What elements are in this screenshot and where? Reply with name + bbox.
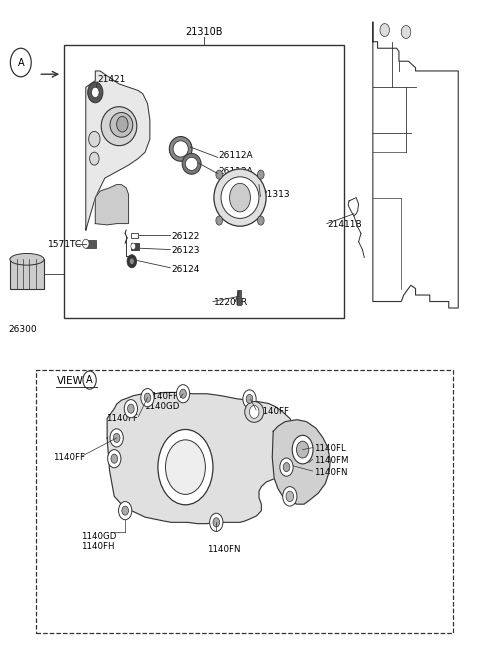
Bar bbox=[237, 290, 241, 305]
Text: 1140FL: 1140FL bbox=[313, 445, 345, 453]
Polygon shape bbox=[96, 185, 129, 225]
Polygon shape bbox=[272, 420, 330, 504]
Text: VIEW: VIEW bbox=[57, 376, 84, 386]
Circle shape bbox=[83, 239, 89, 248]
Bar bbox=[36, 369, 454, 633]
Circle shape bbox=[124, 400, 137, 418]
Circle shape bbox=[166, 440, 205, 495]
Text: 21421: 21421 bbox=[97, 75, 126, 84]
Polygon shape bbox=[86, 71, 150, 230]
Text: 1140FH: 1140FH bbox=[146, 392, 179, 402]
Text: 26123: 26123 bbox=[171, 246, 200, 255]
Text: 1140FF: 1140FF bbox=[257, 407, 289, 417]
Circle shape bbox=[283, 487, 297, 506]
Circle shape bbox=[110, 429, 123, 447]
Circle shape bbox=[246, 394, 253, 403]
Circle shape bbox=[128, 404, 134, 413]
Circle shape bbox=[108, 449, 121, 468]
Circle shape bbox=[144, 393, 151, 402]
Bar bbox=[131, 243, 139, 250]
Ellipse shape bbox=[173, 141, 188, 157]
Ellipse shape bbox=[169, 136, 192, 161]
Circle shape bbox=[280, 458, 293, 476]
Circle shape bbox=[257, 216, 264, 225]
Circle shape bbox=[111, 454, 118, 463]
Circle shape bbox=[283, 462, 290, 472]
Text: 1140FN: 1140FN bbox=[313, 468, 347, 477]
Text: 26124: 26124 bbox=[171, 265, 200, 274]
Ellipse shape bbox=[245, 402, 264, 422]
Text: 1140FN: 1140FN bbox=[207, 545, 240, 554]
Circle shape bbox=[122, 506, 129, 515]
Bar bbox=[64, 45, 344, 318]
Circle shape bbox=[158, 430, 213, 505]
Circle shape bbox=[401, 26, 411, 39]
Text: 21313: 21313 bbox=[261, 190, 290, 199]
Circle shape bbox=[229, 183, 251, 212]
Circle shape bbox=[180, 389, 186, 398]
Circle shape bbox=[257, 170, 264, 179]
Ellipse shape bbox=[221, 177, 259, 218]
Text: 1140FF: 1140FF bbox=[53, 453, 84, 462]
Bar bbox=[86, 240, 96, 248]
Text: 26112A: 26112A bbox=[219, 151, 253, 160]
Circle shape bbox=[117, 117, 128, 132]
Circle shape bbox=[90, 152, 99, 165]
Bar bbox=[131, 233, 138, 238]
Ellipse shape bbox=[182, 153, 201, 174]
Circle shape bbox=[216, 216, 223, 225]
Circle shape bbox=[131, 243, 136, 250]
Polygon shape bbox=[107, 392, 301, 523]
Circle shape bbox=[210, 514, 223, 531]
Ellipse shape bbox=[10, 253, 44, 265]
Ellipse shape bbox=[214, 169, 266, 226]
Text: 1140GD: 1140GD bbox=[81, 532, 117, 541]
Circle shape bbox=[113, 434, 120, 442]
Circle shape bbox=[119, 502, 132, 519]
Text: 26122: 26122 bbox=[171, 232, 200, 241]
Circle shape bbox=[130, 258, 134, 265]
Text: 26113A: 26113A bbox=[219, 167, 253, 176]
Circle shape bbox=[127, 255, 137, 268]
Circle shape bbox=[292, 436, 313, 464]
Circle shape bbox=[213, 518, 219, 527]
Circle shape bbox=[92, 87, 99, 98]
Circle shape bbox=[243, 390, 256, 408]
Text: A: A bbox=[17, 58, 24, 67]
Text: 1220FR: 1220FR bbox=[214, 298, 248, 307]
Circle shape bbox=[380, 24, 389, 37]
Text: 26300: 26300 bbox=[8, 325, 37, 334]
Circle shape bbox=[297, 441, 309, 458]
Text: 1140FH: 1140FH bbox=[81, 542, 115, 551]
Text: 21310B: 21310B bbox=[186, 27, 223, 37]
Text: A: A bbox=[86, 375, 93, 385]
Ellipse shape bbox=[110, 113, 133, 137]
Text: 21411B: 21411B bbox=[328, 220, 362, 229]
Bar bbox=[10, 259, 44, 289]
Ellipse shape bbox=[101, 107, 137, 145]
Circle shape bbox=[250, 405, 259, 419]
Text: 1140FM: 1140FM bbox=[313, 456, 348, 465]
Circle shape bbox=[89, 132, 100, 147]
Text: 1571TC: 1571TC bbox=[48, 240, 82, 249]
Ellipse shape bbox=[185, 157, 198, 170]
Circle shape bbox=[88, 82, 103, 103]
Circle shape bbox=[216, 170, 223, 179]
Circle shape bbox=[286, 491, 294, 502]
Circle shape bbox=[177, 384, 190, 403]
Text: 1140FF: 1140FF bbox=[106, 414, 138, 423]
Text: 1140GD: 1140GD bbox=[144, 402, 179, 411]
Circle shape bbox=[141, 388, 154, 407]
